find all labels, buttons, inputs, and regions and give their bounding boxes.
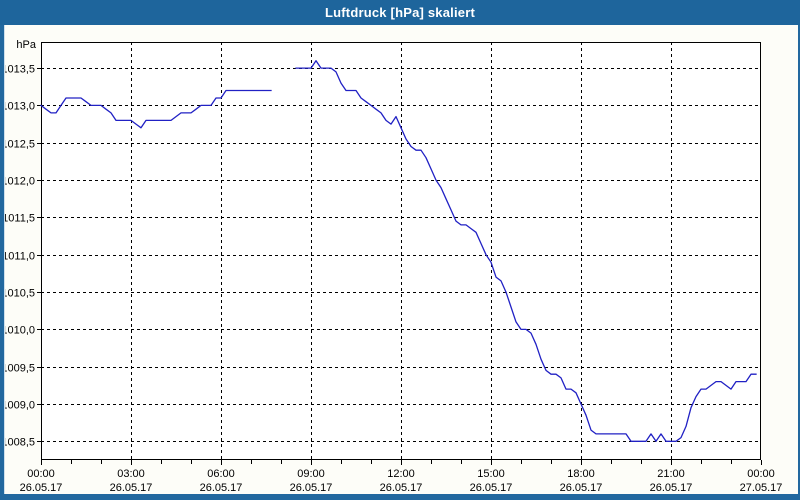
x-tick-time-label: 00:00 bbox=[747, 468, 775, 480]
y-axis-unit-label: hPa bbox=[16, 39, 36, 51]
x-tick-time-label: 06:00 bbox=[207, 468, 235, 480]
x-tick-date-label: 26.05.17 bbox=[470, 482, 513, 494]
x-tick-date-label: 27.05.17 bbox=[740, 482, 783, 494]
y-tick-label: 1010,0 bbox=[5, 325, 35, 337]
x-tick-time-label: 21:00 bbox=[657, 468, 685, 480]
x-tick-date-label: 26.05.17 bbox=[650, 482, 693, 494]
window-title: Luftdruck [hPa] skaliert bbox=[325, 5, 475, 20]
x-tick-time-label: 03:00 bbox=[117, 468, 145, 480]
y-tick-label: 1012,5 bbox=[5, 139, 35, 151]
plot-border bbox=[41, 42, 761, 460]
y-tick-label: 1012,0 bbox=[5, 176, 35, 188]
chart-area: 1013,5 1013,0 1012,5 1012,0 1011,5 1011,0 1010… bbox=[1, 25, 798, 494]
x-tick-time-label: 12:00 bbox=[387, 468, 415, 480]
y-tick-label: 1008,5 bbox=[5, 437, 35, 449]
y-tick-label: 1011,0 bbox=[5, 251, 35, 263]
y-tick-label: 1010,5 bbox=[5, 288, 35, 300]
x-tick-time-label: 00:00 bbox=[27, 468, 55, 480]
pressure-line-segment bbox=[295, 60, 757, 442]
pressure-line-segment bbox=[40, 89, 272, 129]
window-title-bar[interactable]: Luftdruck [hPa] skaliert bbox=[0, 0, 800, 25]
x-tick-time-label: 15:00 bbox=[477, 468, 505, 480]
y-tick-label: 1013,0 bbox=[5, 101, 35, 113]
x-tick-date-label: 26.05.17 bbox=[200, 482, 243, 494]
x-tick-date-label: 26.05.17 bbox=[110, 482, 153, 494]
x-tick-date-label: 26.05.17 bbox=[290, 482, 333, 494]
y-tick-label: 1009,5 bbox=[5, 363, 35, 375]
x-tick-date-label: 26.05.17 bbox=[560, 482, 603, 494]
x-tick-date-label: 26.05.17 bbox=[380, 482, 423, 494]
y-tick-label: 1009,0 bbox=[5, 400, 35, 412]
y-tick-label: 1011,5 bbox=[5, 213, 35, 225]
x-tick-date-label: 26.05.17 bbox=[20, 482, 63, 494]
y-tick-label: 1013,5 bbox=[5, 64, 35, 76]
x-tick-time-label: 09:00 bbox=[297, 468, 325, 480]
pressure-line-chart: 1013,5 1013,0 1012,5 1012,0 1011,5 1011,0 1010… bbox=[1, 39, 783, 494]
x-tick-time-label: 18:00 bbox=[567, 468, 595, 480]
